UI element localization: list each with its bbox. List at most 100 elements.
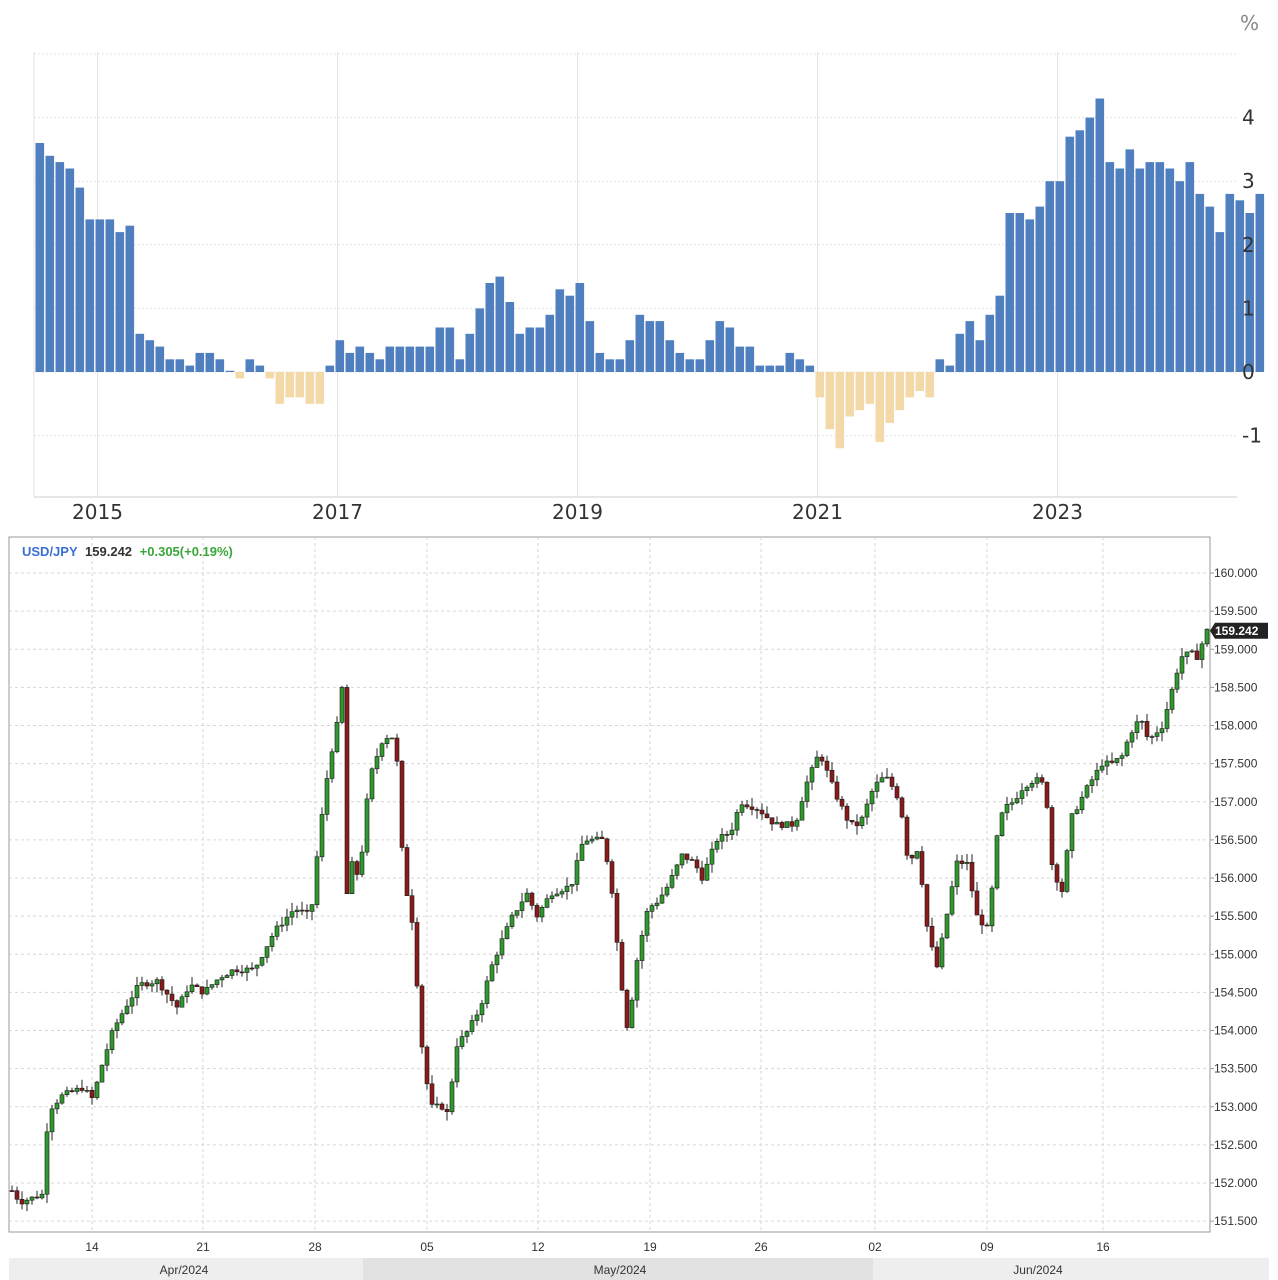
bottom-y-tick-label: 155.500 [1214,909,1258,923]
candle-body [309,904,315,912]
top-bar [925,372,935,398]
top-bar [1215,232,1225,372]
top-bar [365,352,375,372]
top-bar [1255,193,1265,372]
candle-body [389,737,395,740]
price-tag: 159.242 [1210,622,1268,639]
top-bar [515,333,525,372]
top-bar [1095,98,1105,372]
candle-body [289,911,295,918]
candle-body [639,934,645,961]
candle-body [994,835,1000,889]
candle-body [834,781,840,800]
top-bar [945,365,955,372]
candle-body [1084,785,1090,798]
bottom-y-tick-label: 153.000 [1214,1100,1258,1114]
top-bar [345,352,355,372]
top-bar [1235,200,1245,372]
bottom-x-tick-labels: 14 21 28 05 12 19 26 02 09 16 [85,1240,1110,1254]
top-bar [425,346,435,372]
candle-body [699,867,705,881]
candle-body [64,1090,70,1095]
bottom-y-tick-label: 158.500 [1214,680,1258,694]
top-bar [1015,213,1025,372]
month-label: Jun/2024 [1013,1263,1063,1277]
candle-body [594,836,600,840]
top-bar [795,359,805,372]
top-bar [785,352,795,372]
top-bar [245,359,255,372]
bottom-y-tick-label: 154.000 [1214,1024,1258,1038]
candle-body [434,1103,440,1106]
candle-body [489,964,495,982]
candle-body [1054,864,1060,883]
top-bar [545,314,555,372]
candle-body [269,935,275,947]
top-bar [915,372,925,392]
candle-body [14,1190,20,1200]
candle-body [1094,769,1100,781]
top-bar [355,346,365,372]
candle-body [609,861,615,894]
candle-body [299,909,305,912]
candle-body [234,969,240,973]
candle-body [454,1046,460,1083]
candle-body [1064,850,1070,892]
candle-body [919,851,925,885]
candle-body [59,1094,65,1104]
top-bar [1025,219,1035,372]
top-bar [535,327,545,372]
top-bar [1205,206,1215,372]
candle-body [574,860,580,885]
candle-body [9,1190,15,1192]
candle-body [1169,688,1175,710]
month-label: Apr/2024 [160,1263,209,1277]
candle-body [124,1005,130,1015]
candle-body [714,840,720,850]
top-bar [585,321,595,372]
top-bar [655,321,665,372]
candle-body [1044,781,1050,808]
candle-body [1089,779,1095,786]
candle-body [914,851,920,859]
candle-body [1184,651,1190,657]
top-bar [975,340,985,372]
candle-body [529,892,535,906]
top-bar [125,225,135,372]
candle-body [679,853,685,866]
top-bar [835,372,845,449]
top-bar [85,219,95,372]
top-bar [985,314,995,372]
candle-body [219,977,225,981]
candle-body [1059,881,1065,892]
top-bar [315,372,325,404]
top-bar [395,346,405,372]
candle-body [109,1030,115,1051]
candle-body [564,885,570,892]
top-bar [1125,149,1135,372]
top-bar [1085,117,1095,372]
candle-body [524,892,530,903]
candle-body [884,776,890,779]
candle-body [954,860,960,888]
candle-body [824,760,830,771]
candle-body [664,886,670,896]
top-bar [255,365,265,372]
top-bar [215,359,225,372]
candle-body [179,996,185,1008]
bottom-y-tick-label: 158.000 [1214,719,1258,733]
candle-body [144,982,150,987]
candle-body [659,894,665,904]
candle-body [444,1108,450,1112]
candle-body [764,813,770,818]
top-bar [185,365,195,372]
candle-body [174,1000,180,1008]
top-x-tick-label: 2023 [1032,500,1083,524]
bottom-x-tick-label: 16 [1096,1240,1110,1254]
candle-body [429,1083,435,1105]
top-bar [1165,168,1175,372]
candle-body [844,805,850,821]
candle-body [729,829,735,836]
bottom-y-tick-label: 159.500 [1214,604,1258,618]
candle-body [889,776,895,787]
